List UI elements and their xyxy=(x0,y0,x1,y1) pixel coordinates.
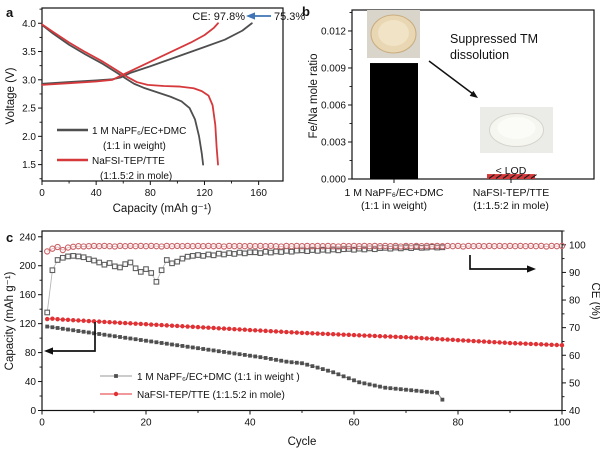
bar-napf6 xyxy=(370,63,418,180)
separator-photo-stained xyxy=(367,10,420,58)
series-nafsi-charge xyxy=(41,22,219,86)
ce-improvement-arrow xyxy=(246,12,271,20)
tick-label: 40 xyxy=(91,188,103,199)
tick-label: 80 xyxy=(145,188,157,199)
tick-label: 3.5 xyxy=(22,47,36,58)
legend-a-entry2-line1: NaFSI-TEP/TTE xyxy=(92,156,165,167)
ce-annotation-red: CE: 97.8% xyxy=(192,11,245,23)
suppressed-tm-annotation-line1: Suppressed TM xyxy=(450,32,538,46)
series-nafsi-discharge xyxy=(41,23,219,166)
tm-dissolution-arrow xyxy=(428,60,478,98)
tick-label: 0.000 xyxy=(321,175,346,186)
tick-label: 240 xyxy=(19,232,36,243)
panel-a-letter: a xyxy=(6,5,14,20)
panel-b-ylabel: Fe/Na mole ratio xyxy=(308,53,320,138)
bar-category-2-line1: NaFSI-TEP/TTE xyxy=(473,187,549,199)
bar-category-1-line1: 1 M NaPF₆/EC+DMC xyxy=(344,187,443,199)
tick-label: 0 xyxy=(39,418,45,429)
legend-a-entry1-line2: (1:1 in weight) xyxy=(103,141,166,152)
legend-c-entry2: NaFSI-TEP/TTE (1:1.5:2 in mole) xyxy=(137,390,285,401)
tick-label: 120 xyxy=(196,188,213,199)
ce-axis-arrow xyxy=(469,255,536,273)
tick-label: 80 xyxy=(25,348,37,359)
clean-separator-center xyxy=(497,117,536,139)
tick-label: 100 xyxy=(569,240,586,251)
tick-label: 0.003 xyxy=(321,137,346,148)
panel-c-plot: 0 20 40 60 80 100 0 40 80 120 160 200 240 40 50 60 70 80 9… xyxy=(19,230,586,429)
labels-layer: a Voltage (V) Capacity (mAh g⁻¹) CE: 97.… xyxy=(4,4,600,448)
legend-a-entry1-line1: 1 M NaPF₆/EC+DMC xyxy=(92,126,186,137)
separator-photo-clean xyxy=(480,107,553,153)
tick-label: 40 xyxy=(244,418,256,429)
stained-separator-center xyxy=(378,20,409,46)
tick-label: 3.0 xyxy=(22,75,36,86)
tick-label: 0.012 xyxy=(321,26,346,37)
tick-label: 90 xyxy=(569,268,581,279)
tick-label: 120 xyxy=(19,319,36,330)
series-napf6-discharge xyxy=(41,24,205,166)
tick-label: 200 xyxy=(19,261,36,272)
panel-c-ylabel-right: CE (%) xyxy=(589,282,600,319)
chart-render-layer: 0 40 80 120 1601.52.02.53.03.54.00.0000.0030… xyxy=(19,7,595,429)
tick-label: 2.0 xyxy=(22,132,36,143)
tick-label: 4.0 xyxy=(22,19,36,30)
panel-b-plot: 0.000 0.003 0.006 0.009 0.012 xyxy=(321,9,595,186)
ce-annotation-gray: 75.3% xyxy=(274,11,305,23)
bar-nafsi xyxy=(487,174,537,179)
panel-a-plot: 0 40 80 120 160 1.5 2.0 2.5 3.0 3.5 4.0 xyxy=(22,7,284,199)
tick-label: 80 xyxy=(569,296,581,307)
panel-b-letter: b xyxy=(302,4,310,19)
bar-category-2-line2: (1:1.5:2 in mole) xyxy=(473,200,549,212)
panel-a-xlabel: Capacity (mAh g⁻¹) xyxy=(113,203,212,215)
capacity-axis-arrow xyxy=(44,322,96,355)
panel-c-ylabel-left: Capacity (mAh g⁻¹) xyxy=(4,271,16,370)
series-napf6-ce xyxy=(44,243,446,316)
suppressed-tm-annotation-line2: dissolution xyxy=(450,48,509,62)
series-nafsi-capacity xyxy=(45,316,565,348)
tick-label: 40 xyxy=(25,377,37,388)
tick-label: 0.006 xyxy=(321,100,346,111)
lod-annotation: < LOD xyxy=(496,165,527,177)
tick-label: 0.009 xyxy=(321,63,346,74)
tick-label: 1.5 xyxy=(22,160,36,171)
tick-label: 20 xyxy=(140,418,152,429)
panel-c-xlabel: Cycle xyxy=(288,436,317,448)
series-napf6-capacity xyxy=(45,324,445,402)
tick-label: 0 xyxy=(39,188,45,199)
tick-label: 160 xyxy=(19,290,36,301)
legend-c-entry1: 1 M NaPF₆/EC+DMC (1:1 in weight ) xyxy=(137,372,300,383)
panel-a-ylabel: Voltage (V) xyxy=(5,67,17,124)
series-nafsi-ce xyxy=(44,242,566,255)
tick-label: 160 xyxy=(250,188,267,199)
bar-category-1-line2: (1:1 in weight) xyxy=(361,200,427,212)
series-napf6-charge xyxy=(41,22,253,85)
tick-label: 40 xyxy=(569,406,581,417)
tick-label: 0 xyxy=(30,406,36,417)
legend-a-entry2-line2: (1:1.5:2 in mole) xyxy=(100,171,172,182)
tick-label: 60 xyxy=(569,351,581,362)
tick-label: 50 xyxy=(569,378,581,389)
panel-c-letter: c xyxy=(6,230,13,245)
tick-label: 100 xyxy=(554,418,571,429)
tick-label: 2.5 xyxy=(22,104,36,115)
tick-label: 60 xyxy=(348,418,360,429)
tick-label: 80 xyxy=(452,418,464,429)
tick-label: 70 xyxy=(569,323,581,334)
